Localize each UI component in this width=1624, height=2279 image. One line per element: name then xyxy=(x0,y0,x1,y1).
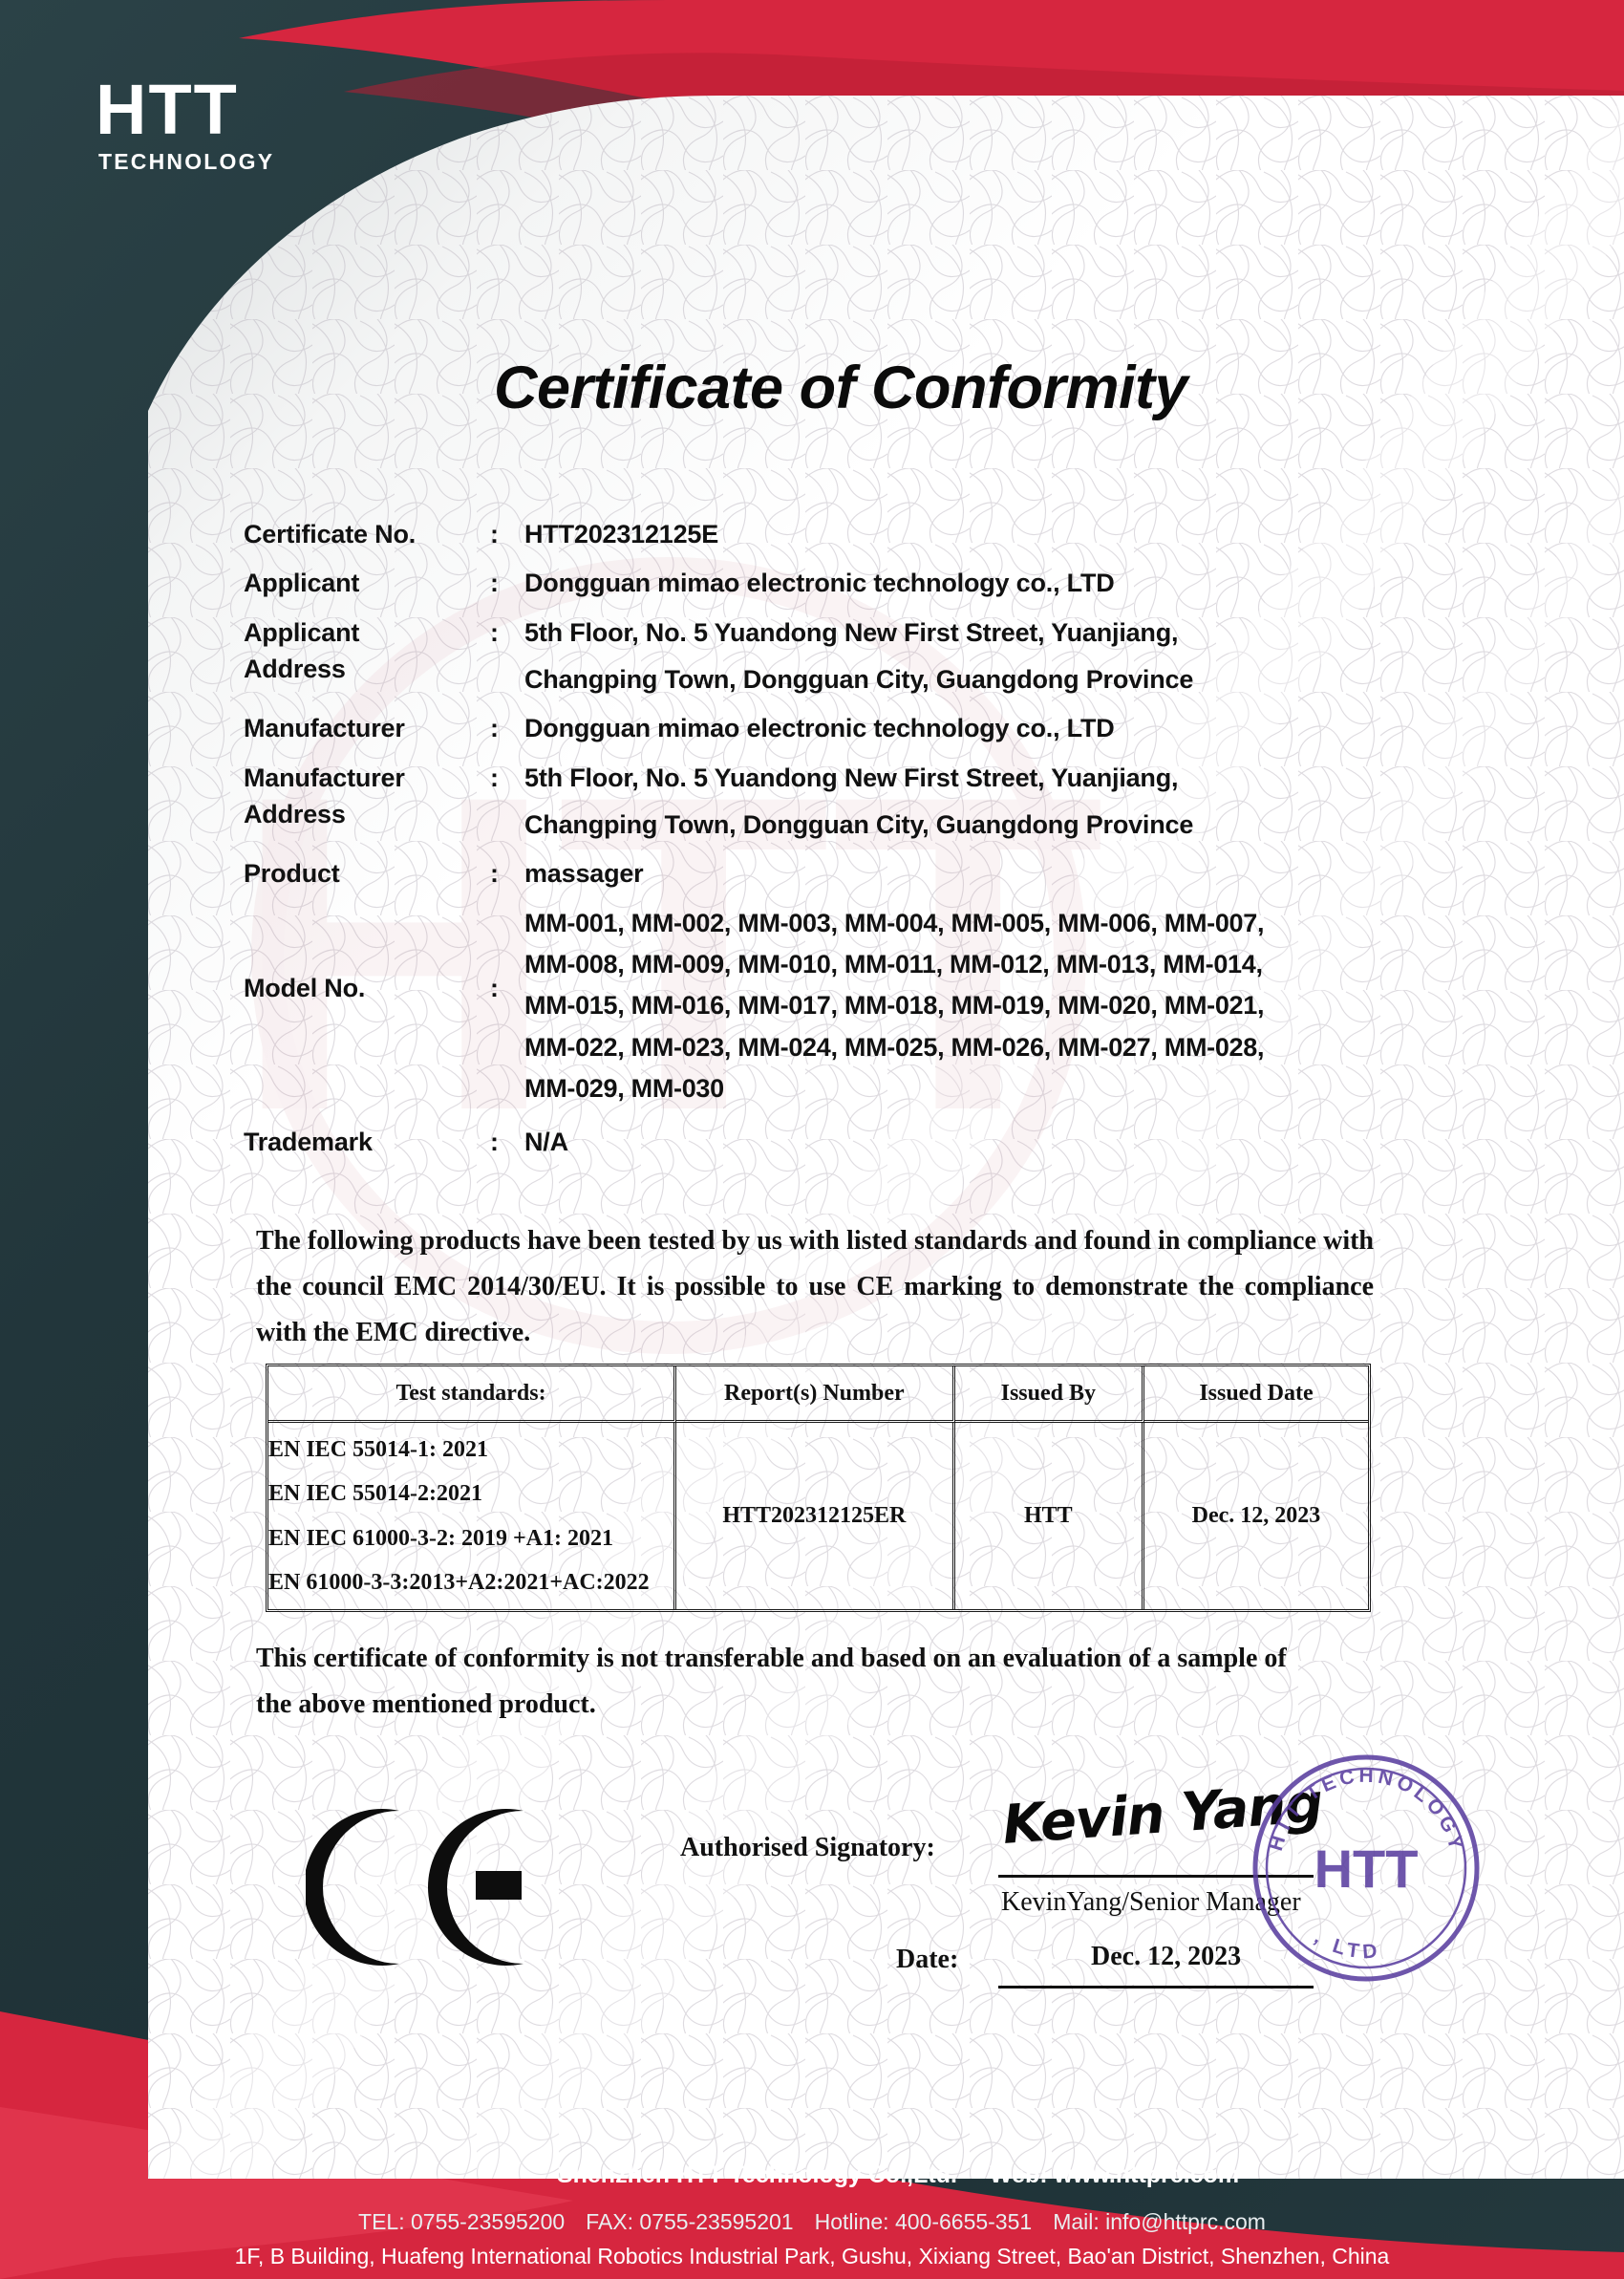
signatory-name: KevinYang/Senior Manager xyxy=(1001,1887,1301,1917)
model-line: MM-008, MM-009, MM-010, MM-011, MM-012, … xyxy=(524,949,1263,978)
field-value: 5th Floor, No. 5 Yuandong New First Stre… xyxy=(524,760,1371,844)
svg-text:HTT: HTT xyxy=(1314,1838,1419,1899)
standard-item: EN IEC 55014-2:2021 xyxy=(268,1481,483,1507)
page-title: Certificate of Conformity xyxy=(493,355,1188,421)
footer-contact-line: TEL: 0755-23595200 FAX: 0755-23595201 Hotl… xyxy=(0,2209,1624,2235)
field-label: Applicant Address xyxy=(244,614,490,688)
field-value: N/A xyxy=(524,1128,568,1157)
ce-mark-icon xyxy=(306,1809,524,1966)
cell-report-number: HTT202312125ER xyxy=(676,1423,955,1609)
field-label: Model No. xyxy=(244,973,366,1002)
field-value: 5th Floor, No. 5 Yuandong New First Stre… xyxy=(524,614,1371,699)
field-manufacturer-address: Manufacturer Address : 5th Floor, No. 5 … xyxy=(244,760,1371,844)
address-line-2: Changping Town, Dongguan City, Guangdong… xyxy=(524,664,1194,694)
field-label: Trademark xyxy=(244,1128,373,1157)
footer-company-line: Shenzhen HTT Technology Co.,Ltd. Web: www… xyxy=(0,2161,1624,2189)
brand-logo: HTT TECHNOLOGY xyxy=(96,75,274,175)
table-row: EN IEC 55014-1: 2021 EN IEC 55014-2:2021… xyxy=(268,1423,1368,1609)
date-value: Dec. 12, 2023 xyxy=(1091,1942,1242,1971)
test-standards-table: Test standards: Report(s) Number Issued … xyxy=(266,1364,1371,1612)
certificate-fields: Certificate No. : HTT202312125E Applican… xyxy=(244,516,1371,1173)
field-label: Manufacturer Address xyxy=(244,760,490,833)
footer-fax: FAX: 0755-23595201 xyxy=(586,2209,794,2234)
field-label: Applicant xyxy=(244,569,360,598)
table-header-row: Test standards: Report(s) Number Issued … xyxy=(268,1366,1368,1423)
field-product: Product : massager xyxy=(244,855,1371,892)
date-label: Date: xyxy=(896,1945,959,1974)
field-certificate-no: Certificate No. : HTT202312125E xyxy=(244,516,1371,552)
field-colon: : xyxy=(490,763,499,792)
model-line: MM-015, MM-016, MM-017, MM-018, MM-019, … xyxy=(524,991,1265,1021)
address-line-2: Changping Town, Dongguan City, Guangdong… xyxy=(524,809,1194,839)
field-label-line2: Address xyxy=(244,799,346,828)
field-model-no: Model No. : MM-001, MM-002, MM-003, MM-0… xyxy=(244,905,1371,1112)
field-label: Certificate No. xyxy=(244,520,417,548)
date-line xyxy=(998,1986,1314,1989)
field-colon: : xyxy=(490,617,499,647)
address-line-1: 5th Floor, No. 5 Yuandong New First Stre… xyxy=(524,763,1179,792)
closing-statement: This certificate of conformity is not tr… xyxy=(256,1644,1287,1720)
field-label: Manufacturer xyxy=(244,714,405,743)
field-label-line2: Address xyxy=(244,654,346,683)
field-applicant: Applicant : Dongguan mimao electronic te… xyxy=(244,565,1371,601)
field-label: Product xyxy=(244,859,340,889)
cell-issued-date: Dec. 12, 2023 xyxy=(1191,1503,1321,1528)
field-value: Dongguan mimao electronic technology co.… xyxy=(524,714,1115,743)
field-value: massager xyxy=(524,859,644,889)
logo-sub-text: TECHNOLOGY xyxy=(98,149,275,174)
standard-item: EN IEC 55014-1: 2021 xyxy=(268,1437,489,1463)
field-value: Dongguan mimao electronic technology co.… xyxy=(524,569,1115,598)
footer-tel: TEL: 0755-23595200 xyxy=(358,2209,566,2234)
field-colon: : xyxy=(490,714,499,743)
signature-line xyxy=(998,1875,1314,1878)
field-trademark: Trademark : N/A xyxy=(244,1124,1371,1160)
footer-hotline: Hotline: 400-6655-351 xyxy=(814,2209,1033,2234)
field-colon: : xyxy=(490,1128,499,1157)
field-label-line1: Manufacturer xyxy=(244,763,405,792)
footer-address: 1F, B Building, Huafeng International Ro… xyxy=(234,2244,1390,2268)
column-header-test-standards: Test standards: xyxy=(268,1366,677,1423)
field-colon: : xyxy=(490,520,499,548)
field-colon: : xyxy=(490,973,499,1002)
column-header-issued-by: Issued By xyxy=(954,1366,1144,1423)
column-header-issued-date: Issued Date xyxy=(1143,1366,1368,1423)
field-colon: : xyxy=(490,569,499,598)
decorative-swoosh-bottom xyxy=(0,2011,1624,2279)
field-label-line1: Applicant xyxy=(244,617,360,647)
address-line-1: 5th Floor, No. 5 Yuandong New First Stre… xyxy=(524,617,1179,647)
model-line: MM-022, MM-023, MM-024, MM-025, MM-026, … xyxy=(524,1032,1265,1062)
test-standards-table-wrap: Test standards: Report(s) Number Issued … xyxy=(266,1364,1371,1612)
compliance-statement: The following products have been tested … xyxy=(256,1226,1374,1348)
field-value: MM-001, MM-002, MM-003, MM-004, MM-005, … xyxy=(524,905,1371,1112)
field-applicant-address: Applicant Address : 5th Floor, No. 5 Yua… xyxy=(244,614,1371,699)
footer-web: Web: www.httprc.com xyxy=(989,2161,1240,2188)
standard-item: EN IEC 61000-3-2: 2019 +A1: 2021 xyxy=(268,1525,613,1551)
certificate-paper xyxy=(148,96,1624,2179)
standard-item: EN 61000-3-3:2013+A2:2021+AC:2022 xyxy=(268,1569,650,1595)
cell-issued-by: HTT xyxy=(955,1423,1144,1609)
model-line: MM-001, MM-002, MM-003, MM-004, MM-005, … xyxy=(524,908,1265,937)
company-seal-stamp: HTT TECHNOLOGY CO. , LTD HTT xyxy=(1242,1744,1480,1982)
field-value: HTT202312125E xyxy=(524,520,719,548)
footer-company: Shenzhen HTT Technology Co.,Ltd. xyxy=(556,2161,957,2188)
model-line: MM-029, MM-030 xyxy=(524,1073,724,1103)
authorised-signatory-label: Authorised Signatory: xyxy=(680,1833,935,1862)
column-header-report-number: Report(s) Number xyxy=(676,1366,955,1423)
footer-mail: Mail: info@httprc.com xyxy=(1053,2209,1266,2234)
cell-test-standards: EN IEC 55014-1: 2021 EN IEC 55014-2:2021… xyxy=(268,1423,677,1609)
field-colon: : xyxy=(490,859,499,889)
logo-main-text: HTT xyxy=(96,70,239,149)
field-manufacturer: Manufacturer : Dongguan mimao electronic… xyxy=(244,710,1371,746)
